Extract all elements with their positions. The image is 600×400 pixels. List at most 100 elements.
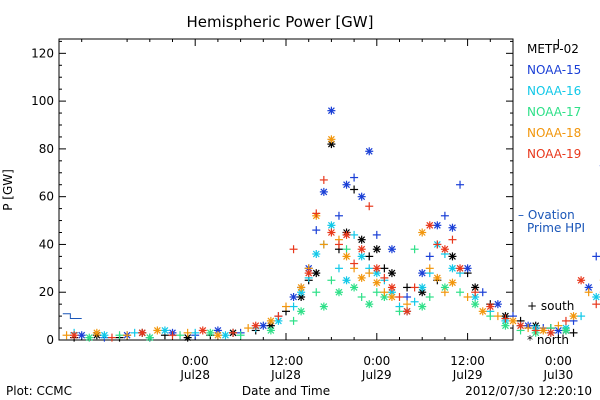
point-noaa-18 bbox=[282, 302, 290, 311]
point-noaa-18 bbox=[92, 328, 101, 337]
point-noaa-18 bbox=[569, 312, 578, 321]
point-noaa-17 bbox=[176, 331, 185, 340]
point-noaa-18 bbox=[297, 283, 306, 292]
point-noaa-19 bbox=[350, 259, 359, 268]
point-noaa-15 bbox=[350, 173, 359, 182]
point-noaa-16 bbox=[327, 221, 336, 230]
point-noaa-15 bbox=[456, 180, 465, 189]
point-metp-02 bbox=[448, 252, 457, 261]
chart-title: Hemispheric Power [GW] bbox=[187, 13, 374, 31]
point-noaa-19 bbox=[138, 328, 147, 337]
point-noaa-18 bbox=[342, 252, 351, 261]
point-noaa-19 bbox=[357, 245, 366, 254]
point-noaa-18 bbox=[327, 135, 336, 144]
point-noaa-18 bbox=[387, 293, 396, 301]
footer-plot-source: Plot: CCMC bbox=[6, 384, 72, 398]
point-noaa-15 bbox=[425, 252, 434, 261]
point-noaa-17 bbox=[342, 245, 351, 254]
x-tick-label-date: Jul28 bbox=[179, 368, 210, 382]
legend-item: NOAA-18 bbox=[527, 126, 581, 140]
point-noaa-16 bbox=[448, 264, 457, 273]
point-metp-02 bbox=[357, 235, 366, 244]
y-tick-label: 40 bbox=[39, 237, 54, 251]
data-points bbox=[62, 106, 600, 342]
point-noaa-15 bbox=[77, 331, 86, 340]
point-noaa-16 bbox=[410, 297, 419, 306]
point-noaa-15 bbox=[448, 223, 457, 232]
point-noaa-16 bbox=[100, 331, 109, 340]
north-marker-legend: * north bbox=[527, 333, 569, 347]
point-noaa-17 bbox=[357, 293, 366, 301]
y-tick-label: 0 bbox=[46, 333, 54, 347]
point-noaa-18 bbox=[478, 307, 487, 316]
point-noaa-18 bbox=[463, 293, 472, 301]
point-metp-02 bbox=[471, 283, 480, 292]
point-noaa-16 bbox=[221, 331, 230, 340]
point-noaa-18 bbox=[440, 288, 449, 297]
point-metp-02 bbox=[365, 252, 374, 261]
point-noaa-18 bbox=[425, 264, 434, 273]
point-metp-02 bbox=[380, 264, 389, 273]
point-noaa-19 bbox=[304, 269, 313, 278]
point-noaa-15 bbox=[357, 192, 366, 201]
point-noaa-17 bbox=[115, 331, 124, 340]
point-noaa-17 bbox=[145, 333, 154, 342]
x-tick-label-date: Jul29 bbox=[361, 368, 392, 382]
x-tick-label-time: 0:00 bbox=[182, 354, 209, 368]
point-noaa-19 bbox=[380, 273, 389, 282]
point-noaa-19 bbox=[372, 264, 381, 273]
point-noaa-16 bbox=[160, 326, 169, 335]
point-noaa-15 bbox=[403, 293, 412, 301]
point-noaa-18 bbox=[357, 273, 366, 282]
point-noaa-15 bbox=[440, 211, 449, 220]
point-noaa-17 bbox=[236, 331, 245, 340]
point-noaa-16 bbox=[577, 312, 586, 321]
point-noaa-19 bbox=[531, 326, 540, 335]
point-noaa-16 bbox=[334, 264, 343, 273]
point-noaa-17 bbox=[350, 283, 359, 292]
point-noaa-16 bbox=[418, 283, 427, 292]
south-marker-legend: + south bbox=[527, 299, 574, 313]
point-noaa-16 bbox=[312, 250, 321, 258]
x-tick-label-time: 0:00 bbox=[545, 354, 572, 368]
point-noaa-18 bbox=[448, 278, 457, 287]
point-noaa-19 bbox=[516, 321, 525, 330]
point-noaa-19 bbox=[403, 307, 412, 316]
point-noaa-18 bbox=[153, 326, 162, 335]
point-noaa-19 bbox=[319, 175, 328, 184]
legend: METP-02 NOAA-15 NOAA-16 NOAA-17 NOAA-18 NOAA-… bbox=[527, 42, 581, 161]
point-noaa-15 bbox=[387, 245, 396, 254]
point-noaa-19 bbox=[395, 293, 404, 301]
point-noaa-18 bbox=[524, 324, 533, 333]
x-tick-label-date: Jul28 bbox=[270, 368, 301, 382]
point-noaa-17 bbox=[410, 245, 419, 254]
point-noaa-16 bbox=[289, 302, 298, 311]
point-noaa-17 bbox=[395, 307, 404, 316]
x-tick-label-date: Jul29 bbox=[452, 368, 483, 382]
point-noaa-17 bbox=[206, 328, 215, 337]
legend-item: METP-02 bbox=[527, 42, 579, 56]
point-noaa-19 bbox=[456, 264, 465, 273]
point-noaa-19 bbox=[289, 245, 298, 254]
point-noaa-18 bbox=[539, 326, 548, 335]
point-noaa-16 bbox=[350, 230, 359, 239]
point-noaa-19 bbox=[168, 331, 177, 340]
point-noaa-18 bbox=[493, 312, 502, 321]
point-noaa-15 bbox=[319, 187, 328, 196]
point-noaa-18 bbox=[372, 278, 381, 287]
ovation-hpi-line bbox=[62, 313, 82, 319]
point-noaa-17 bbox=[365, 300, 374, 309]
point-metp-02 bbox=[350, 185, 359, 194]
point-noaa-19 bbox=[327, 228, 336, 237]
y-tick-label: 20 bbox=[39, 285, 54, 299]
point-noaa-15 bbox=[463, 264, 472, 273]
y-tick-label: 80 bbox=[39, 142, 54, 156]
point-noaa-19 bbox=[334, 240, 343, 249]
point-noaa-19 bbox=[471, 288, 480, 297]
point-noaa-15 bbox=[493, 300, 502, 309]
footer-timestamp: 2012/07/30 12:20:10 bbox=[465, 384, 592, 398]
point-noaa-15 bbox=[478, 288, 487, 297]
point-noaa-15 bbox=[592, 252, 600, 261]
